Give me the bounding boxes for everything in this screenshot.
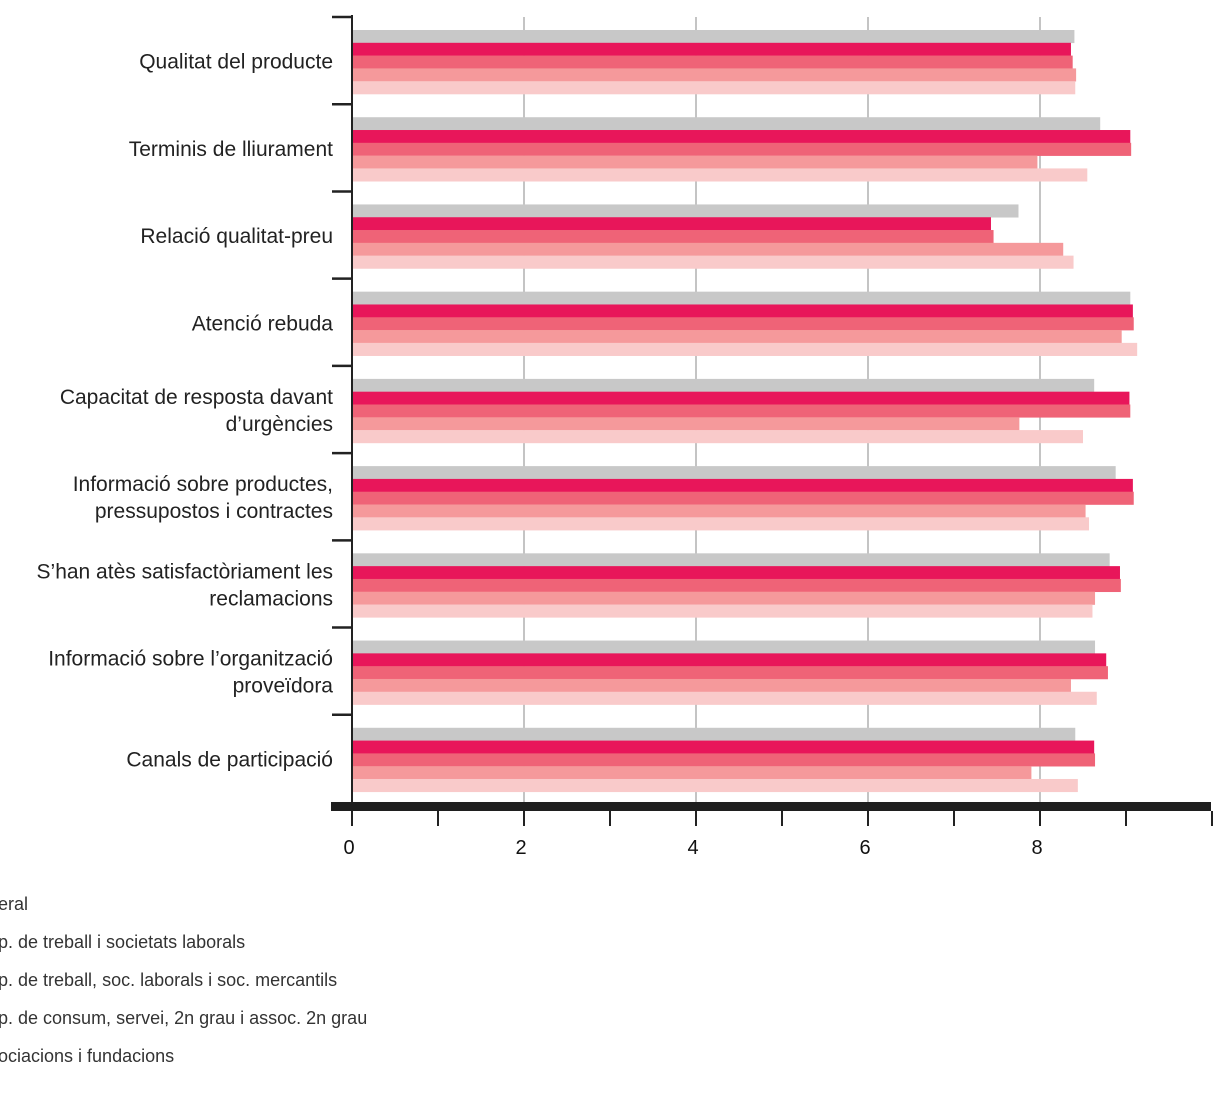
bar-6-series-4	[352, 604, 1093, 618]
bar-4-series-4	[352, 430, 1083, 444]
bar-3-series-4	[352, 342, 1138, 356]
x-tick-label: 0	[343, 837, 354, 859]
bar-2-series-1	[352, 217, 991, 231]
bar-6-series-3	[352, 591, 1096, 605]
bar-1-series-3	[352, 155, 1038, 169]
bar-4-series-1	[352, 391, 1130, 405]
legend-label: eral	[0, 894, 28, 914]
bar-4-series-2	[352, 404, 1131, 418]
category-label: Capacitat de resposta davant	[60, 386, 333, 409]
axes: 0 2 4 6 8	[331, 15, 1213, 859]
category-labels: Qualitat del producte Terminis de lliuram…	[37, 51, 334, 772]
category-label: d’urgències	[226, 413, 333, 436]
bar-8-series-1	[352, 740, 1095, 754]
bar-2-series-4	[352, 255, 1074, 269]
bar-3-series-3	[352, 330, 1122, 344]
bar-6-series-0	[352, 553, 1110, 567]
category-label: pressupostos i contractes	[95, 500, 333, 523]
category-label: S’han atès satisfactòriament les	[37, 560, 333, 583]
legend-label: ociacions i fundacions	[0, 1046, 174, 1066]
category-label: Qualitat del producte	[139, 51, 333, 74]
bar-0-series-0	[352, 30, 1075, 44]
bar-1-series-2	[352, 142, 1132, 156]
bar-7-series-4	[352, 691, 1097, 705]
category-label: Terminis de lliurament	[129, 138, 333, 161]
bar-5-series-2	[352, 491, 1134, 505]
bar-7-series-0	[352, 640, 1096, 654]
category-label: Canals de participació	[126, 748, 333, 771]
category-label: Informació sobre productes,	[73, 473, 333, 496]
bar-2-series-0	[352, 204, 1019, 218]
bar-7-series-2	[352, 666, 1108, 680]
bar-1-series-4	[352, 168, 1088, 182]
category-label: reclamacions	[209, 587, 333, 610]
bar-4-series-3	[352, 417, 1020, 431]
bar-7-series-3	[352, 678, 1071, 693]
x-tick-label: 8	[1031, 837, 1042, 859]
category-label: Relació qualitat-preu	[140, 225, 333, 248]
bar-8-series-4	[352, 778, 1078, 793]
bar-6-series-1	[352, 566, 1120, 580]
bar-5-series-4	[352, 517, 1090, 531]
bar-4-series-0	[352, 378, 1095, 392]
category-label: Informació sobre l’organització	[48, 648, 333, 671]
bar-3-series-1	[352, 304, 1133, 318]
x-tick-label: 2	[515, 837, 526, 859]
bar-8-series-3	[352, 766, 1032, 780]
bar-1-series-0	[352, 117, 1101, 131]
legend-label: p. de treball, soc. laborals i soc. merc…	[0, 970, 337, 990]
x-axis-line	[331, 802, 1211, 811]
bar-5-series-0	[352, 466, 1116, 480]
bar-3-series-0	[352, 291, 1131, 305]
bar-5-series-3	[352, 504, 1086, 518]
x-tick-label: 6	[859, 837, 870, 859]
legend-label: p. de treball i societats laborals	[0, 932, 245, 952]
legend: eral p. de treball i societats laborals p.…	[0, 894, 367, 1066]
bar-3-series-2	[352, 317, 1134, 331]
bar-6-series-2	[352, 578, 1121, 593]
bar-0-series-3	[352, 68, 1077, 82]
bar-8-series-2	[352, 753, 1096, 767]
bar-5-series-1	[352, 478, 1133, 493]
bar-0-series-1	[352, 42, 1071, 56]
legend-label: p. de consum, servei, 2n grau i assoc. 2…	[0, 1008, 367, 1028]
bar-0-series-4	[352, 81, 1076, 95]
bar-7-series-1	[352, 653, 1107, 667]
category-label: proveïdora	[233, 675, 334, 698]
category-label: Atenció rebuda	[192, 312, 334, 335]
bar-2-series-3	[352, 242, 1064, 256]
bars	[352, 30, 1138, 793]
bar-1-series-1	[352, 130, 1131, 144]
bar-2-series-2	[352, 230, 994, 244]
bar-8-series-0	[352, 727, 1076, 741]
x-tick-label: 4	[687, 837, 698, 859]
bar-0-series-2	[352, 55, 1073, 69]
